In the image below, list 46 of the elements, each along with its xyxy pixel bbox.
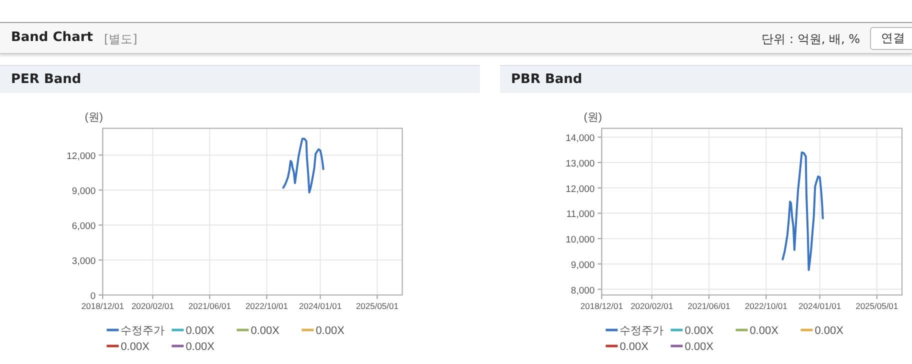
legend-label: 0.00X xyxy=(250,325,280,337)
legend-label: 0.00X xyxy=(186,325,216,337)
legend-label: 0.00X xyxy=(316,325,346,337)
y-tick-label: 11,000 xyxy=(566,209,595,220)
y-tick-label: 8,000 xyxy=(570,285,595,296)
x-tick-label: 2025/05/01 xyxy=(856,301,898,311)
y-tick-label: 14,000 xyxy=(566,133,595,144)
legend-label: 0.00X xyxy=(750,325,780,337)
y-tick-label: 9,000 xyxy=(72,186,96,198)
text: Band Chart xyxy=(11,30,93,45)
x-tick-label: 2024/01/01 xyxy=(299,301,342,311)
x-tick-label: 2021/06/01 xyxy=(688,301,730,311)
x-tick-label: 2021/06/01 xyxy=(188,301,232,311)
text: 연결 xyxy=(870,27,912,50)
legend-label: 0.00X xyxy=(120,341,150,353)
y-tick-label: 3,000 xyxy=(72,256,96,268)
text: [별도] xyxy=(104,31,138,48)
x-tick-label: 2020/02/01 xyxy=(131,301,174,311)
legend-label: 0.00X xyxy=(620,341,650,353)
legend-label: 0.00X xyxy=(814,325,844,337)
y-tick-label: 12,000 xyxy=(566,184,595,195)
y-tick-label: 6,000 xyxy=(72,221,96,232)
legend-label: 0.00X xyxy=(684,341,714,353)
legend-label: 0.00X xyxy=(186,341,216,353)
legend-label: 수정주가 xyxy=(120,325,165,337)
text: 단위 : 억원, 배, % xyxy=(762,31,860,48)
y-tick-label: 0 xyxy=(90,291,96,302)
y-tick-label: 13,000 xyxy=(566,158,595,170)
x-tick-label: 2025/05/01 xyxy=(356,301,399,311)
y-tick-label: 9,000 xyxy=(570,260,595,271)
y-axis-title: (원) xyxy=(84,111,104,124)
x-tick-label: 2018/12/01 xyxy=(580,301,624,311)
chart-title: PBR Band xyxy=(500,65,912,93)
y-tick-label: 10,000 xyxy=(566,234,595,246)
y-tick-label: 12,000 xyxy=(66,151,96,162)
legend-label: 수정주가 xyxy=(620,325,664,337)
chart-title: PER Band xyxy=(0,65,480,93)
x-tick-label: 2024/01/01 xyxy=(798,301,842,311)
line-series xyxy=(282,138,324,194)
x-tick-label: 2020/02/01 xyxy=(630,301,674,311)
x-tick-label: 2022/10/01 xyxy=(744,301,788,311)
y-axis-title: (원) xyxy=(584,111,602,124)
line-series xyxy=(782,151,824,272)
x-tick-label: 2022/10/01 xyxy=(245,301,288,311)
x-tick-label: 2018/12/01 xyxy=(81,301,124,311)
legend-label: 0.00X xyxy=(684,325,714,337)
